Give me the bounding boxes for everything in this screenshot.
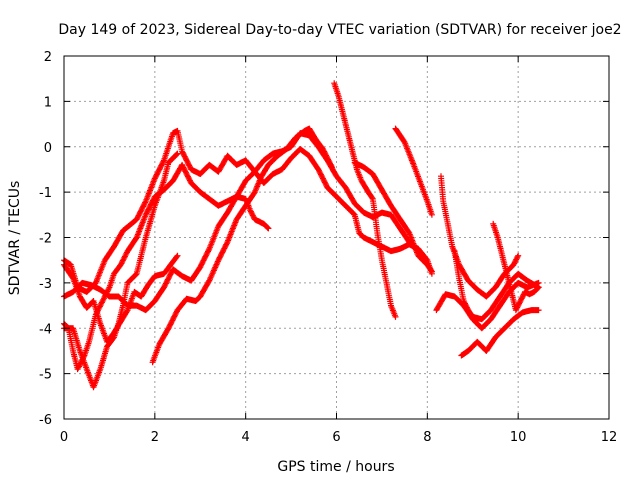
series-pass-k <box>433 279 542 332</box>
x-tick-label: 0 <box>60 430 68 445</box>
x-tick-label: 10 <box>510 430 527 445</box>
series-pass-f <box>149 125 335 366</box>
data-point <box>173 151 180 158</box>
y-axis-label: SDTVAR / TECUs <box>7 181 23 296</box>
y-tick-label: -5 <box>39 368 52 383</box>
series-pass-g <box>331 80 399 320</box>
y-tick-label: -3 <box>39 277 52 292</box>
data-point <box>264 224 271 231</box>
series-pass-h <box>351 159 431 268</box>
y-tick-label: 0 <box>44 141 52 156</box>
grid <box>64 56 609 419</box>
data-point <box>535 307 542 314</box>
data-point <box>123 308 130 315</box>
data-point <box>428 270 435 277</box>
data-point <box>369 194 376 201</box>
data-point <box>534 285 541 292</box>
series-pass-a <box>61 127 435 295</box>
x-tick-label: 4 <box>242 430 250 445</box>
chart-title: Day 149 of 2023, Sidereal Day-to-day VTE… <box>58 22 621 38</box>
y-tick-label: -2 <box>39 232 52 247</box>
data-point <box>424 261 431 268</box>
series-pass-n <box>490 220 542 314</box>
x-tick-label: 8 <box>423 430 431 445</box>
x-tick-label: 6 <box>332 430 340 445</box>
y-tick-label: -1 <box>39 186 52 201</box>
data-point <box>75 364 82 371</box>
series-pass-b <box>61 146 435 314</box>
data-point <box>265 225 272 232</box>
data-marks <box>61 80 542 391</box>
data-point <box>392 313 399 320</box>
data-point <box>428 211 435 218</box>
y-tick-label: 2 <box>44 50 52 65</box>
series-pass-m <box>458 307 542 359</box>
x-tick-label: 12 <box>601 430 618 445</box>
data-point <box>515 252 522 259</box>
series-pass-l <box>451 248 542 323</box>
data-point <box>142 199 149 206</box>
x-axis-label: GPS time / hours <box>277 459 394 475</box>
data-point <box>328 162 335 169</box>
data-point <box>329 164 335 171</box>
data-point <box>132 271 139 278</box>
data-point <box>173 253 180 260</box>
data-point <box>514 253 521 260</box>
y-tick-label: -4 <box>39 322 52 337</box>
x-tick-label: 2 <box>151 430 159 445</box>
data-point <box>121 254 128 261</box>
data-point <box>174 252 181 259</box>
y-tick-label: -6 <box>39 413 52 428</box>
data-point <box>423 261 430 267</box>
data-point <box>69 274 76 281</box>
data-point <box>535 284 542 291</box>
series-pass-d <box>61 150 181 391</box>
data-point <box>174 150 181 157</box>
series-pass-j <box>438 173 522 300</box>
data-point <box>119 257 126 264</box>
data-point <box>117 261 124 268</box>
y-tick-label: 1 <box>44 95 52 110</box>
series-pass-i <box>392 125 435 218</box>
